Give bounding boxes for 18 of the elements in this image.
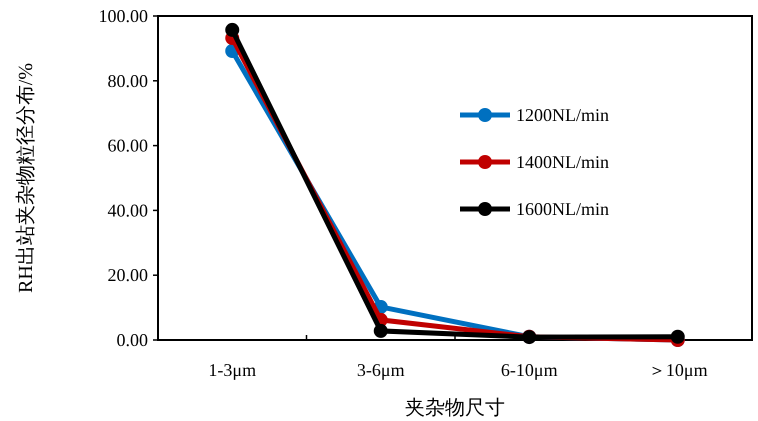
y-tick-label: 100.00 [98, 6, 148, 26]
x-tick-label: ＞10μm [648, 360, 708, 380]
y-tick-label: 60.00 [108, 136, 148, 156]
x-tick-label: 6-10μm [500, 360, 558, 380]
point [225, 22, 240, 37]
legend-label: 1200NL/min [516, 105, 609, 125]
x-tick-label: 1-3μm [208, 360, 256, 380]
y-tick-label: 80.00 [108, 70, 148, 91]
y-tick-label: 0.00 [116, 330, 148, 350]
point [374, 324, 388, 338]
point [670, 330, 685, 344]
x-axis-title: 夹杂物尺寸 [405, 397, 505, 419]
y-axis-title: RH出站夹杂物粒径分布/% [15, 63, 37, 293]
y-tick-label: 40.00 [108, 200, 148, 220]
y-tick-label: 20.00 [108, 265, 148, 286]
x-tick-label: 3-6μm [356, 360, 405, 380]
legend-label: 1600NL/min [516, 199, 609, 219]
legend-label: 1400NL/min [516, 152, 609, 172]
